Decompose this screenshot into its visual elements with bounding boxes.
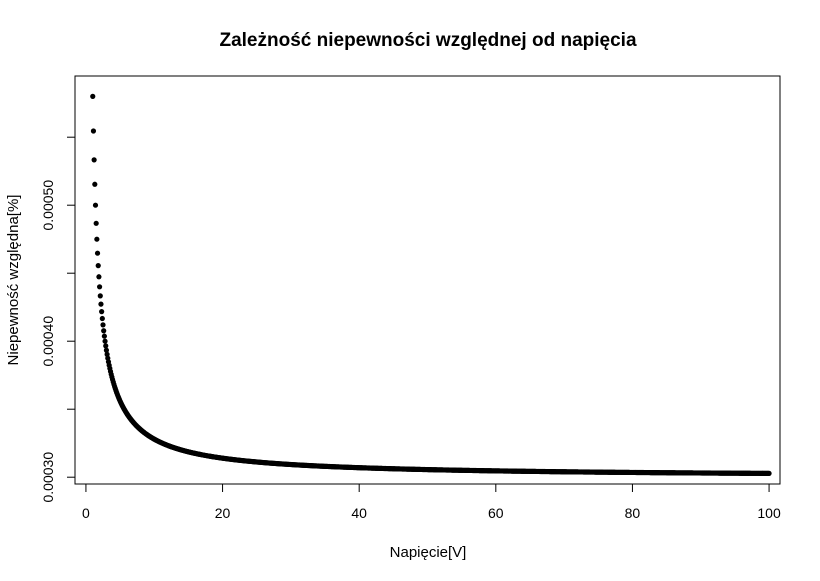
data-point: [94, 236, 100, 242]
data-point: [91, 157, 97, 163]
data-point: [100, 322, 106, 328]
y-tick-label: 0.00050: [40, 180, 56, 231]
data-point: [104, 351, 110, 357]
data-point: [96, 274, 102, 280]
data-point: [103, 343, 109, 349]
data-point: [766, 470, 772, 476]
data-point: [96, 284, 103, 290]
plot-frame: [74, 75, 781, 485]
y-tick-label: 0.00040: [40, 316, 56, 367]
data-point: [92, 181, 98, 187]
data-point: [102, 338, 108, 344]
x-tick-label: 80: [625, 505, 641, 521]
data-point: [93, 220, 99, 226]
y-tick-label: 0.00030: [40, 452, 56, 503]
data-point: [90, 128, 97, 134]
data-point: [90, 93, 96, 99]
y-axis: 0.00030 0.00040 0.00050: [40, 136, 76, 503]
data-point: [92, 202, 99, 208]
data-point: [99, 309, 105, 315]
data-point: [103, 347, 110, 353]
data-point: [101, 328, 107, 334]
data-points: [90, 93, 772, 476]
x-tick-label: 20: [215, 505, 231, 521]
data-point: [99, 315, 105, 322]
data-point: [94, 250, 101, 256]
x-axis-label: Napięcie[V]: [390, 544, 467, 561]
data-point: [97, 293, 103, 299]
chart-title: Zależność niepewności względnej od napię…: [219, 30, 636, 51]
data-point: [101, 333, 107, 339]
data-point: [98, 301, 104, 307]
y-axis-label: Niepewność względna[%]: [5, 195, 22, 366]
data-point: [95, 263, 101, 269]
x-axis: 0 20 40 60 80 100: [82, 483, 781, 521]
x-tick-label: 40: [351, 505, 367, 521]
x-tick-label: 60: [488, 505, 504, 521]
x-tick-label: 100: [757, 505, 781, 521]
x-tick-label: 0: [82, 505, 90, 521]
